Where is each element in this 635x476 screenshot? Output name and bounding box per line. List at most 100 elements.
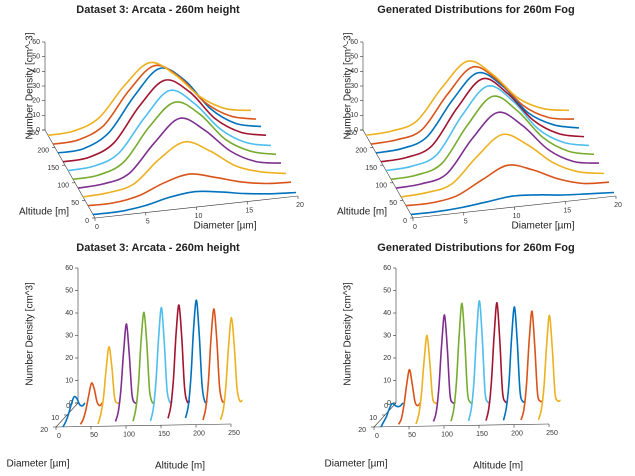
x-tick-label: 15 — [563, 207, 571, 214]
distribution-curve — [62, 79, 267, 163]
chart-title: Dataset 3: Arcata - 260m height — [76, 4, 240, 16]
y-tick-label: 200 — [355, 147, 367, 154]
y-tick-label: 200 — [193, 430, 205, 437]
y-tick-label: 0 — [85, 218, 89, 225]
x-tick-label: 20 — [614, 202, 622, 209]
z-tick-label: 40 — [383, 310, 391, 317]
distribution-curve — [52, 64, 257, 145]
distribution-curve — [87, 173, 292, 207]
z-tick-label: 0 — [387, 400, 391, 407]
z-tick-label: 30 — [350, 83, 358, 90]
chart-title: Dataset 3: Arcata - 260m height — [76, 242, 240, 254]
x-tick-label: 10 — [369, 415, 377, 422]
z-tick-label: 30 — [32, 83, 40, 90]
y-axis-label: Altitude [m] — [473, 461, 523, 472]
y-tick-label: 100 — [123, 432, 135, 439]
distribution-curve — [485, 301, 509, 421]
distribution-curve — [132, 311, 156, 422]
y-axis-line — [373, 423, 550, 428]
x-tick-label: 15 — [245, 207, 253, 214]
z-axis-label: Number Density [cm^3] — [343, 282, 354, 386]
y-tick-label: 150 — [365, 165, 377, 172]
y-tick-label: 50 — [389, 200, 397, 207]
distribution-curve — [365, 60, 570, 137]
distribution-curve — [405, 164, 610, 207]
y-tick-label: 250 — [546, 430, 558, 437]
distribution-curve — [385, 84, 590, 172]
x-tick-label: 20 — [40, 427, 48, 434]
y-tick-label: 150 — [47, 165, 59, 172]
x-tick-label: 10 — [51, 415, 59, 422]
distribution-curve — [72, 101, 277, 181]
x-tick-label: 0 — [66, 403, 70, 410]
distribution-curve — [397, 368, 422, 425]
z-tick-label: 60 — [350, 39, 358, 46]
z-tick-label: 30 — [65, 332, 73, 339]
z-tick-label: 20 — [65, 355, 73, 362]
y-tick-label: 100 — [57, 183, 69, 190]
distribution-curve — [77, 117, 282, 189]
distribution-curve — [82, 140, 287, 198]
y-tick-label: 250 — [345, 130, 357, 137]
distribution-curve — [415, 334, 439, 425]
distribution-curve — [537, 314, 561, 420]
y-tick-label: 50 — [90, 432, 98, 439]
distribution-curve — [432, 314, 456, 422]
distribution-curve — [62, 395, 86, 428]
subplot: Generated Distributions for 260m Fog0102… — [325, 242, 575, 472]
distribution-curve — [380, 402, 404, 428]
distribution-curve — [400, 133, 605, 198]
z-tick-label: 20 — [350, 98, 358, 105]
z-tick-label: 50 — [350, 54, 358, 61]
z-tick-label: 50 — [32, 54, 40, 61]
y-tick-label: 0 — [375, 433, 379, 440]
chart-title: Generated Distributions for 260m Fog — [377, 4, 574, 16]
x-tick-label: 0 — [95, 224, 99, 231]
z-tick-label: 10 — [350, 112, 358, 119]
y-axis-line — [44, 129, 96, 219]
y-axis-line — [55, 423, 232, 428]
x-tick-label: 10 — [513, 213, 521, 220]
subplot: Dataset 3: Arcata - 260m height 0 5 10 15 20 0… — [19, 4, 304, 232]
y-tick-label: 200 — [511, 430, 523, 437]
z-axis-label: Number Density [cm^-3] — [25, 32, 36, 139]
distribution-curve — [67, 89, 272, 172]
x-axis-label: Diameter [µm] — [325, 459, 388, 470]
z-axis-label: Number Density [cm^3] — [25, 282, 36, 386]
y-axis-line — [362, 129, 414, 219]
y-tick-label: 50 — [408, 432, 416, 439]
x-tick-label: 5 — [464, 218, 468, 225]
y-tick-label: 100 — [375, 183, 387, 190]
z-tick-label: 20 — [32, 98, 40, 105]
y-tick-label: 150 — [476, 431, 488, 438]
distribution-curve — [184, 299, 208, 419]
z-tick-label: 10 — [65, 377, 73, 384]
distribution-curve — [202, 308, 226, 421]
y-tick-label: 50 — [71, 200, 79, 207]
distribution-curve — [390, 95, 595, 181]
z-tick-label: 10 — [32, 112, 40, 119]
z-tick-label: 20 — [383, 355, 391, 362]
distribution-curve — [219, 316, 243, 420]
z-tick-label: 10 — [383, 377, 391, 384]
z-tick-label: 40 — [65, 310, 73, 317]
distribution-curve — [114, 323, 138, 422]
distribution-curve — [395, 111, 600, 189]
x-tick-label: 20 — [358, 427, 366, 434]
z-tick-label: 40 — [350, 68, 358, 75]
x-tick-label: 5 — [146, 218, 150, 225]
distribution-curve — [57, 67, 262, 154]
y-tick-label: 100 — [441, 432, 453, 439]
z-tick-label: 50 — [65, 287, 73, 294]
z-tick-label: 50 — [383, 287, 391, 294]
z-tick-label: 30 — [383, 332, 391, 339]
x-axis-label: Diameter [µm] — [7, 459, 70, 470]
distribution-curve — [79, 382, 104, 425]
z-tick-label: 60 — [32, 39, 40, 46]
y-tick-label: 150 — [158, 431, 170, 438]
chart-title: Generated Distributions for 260m Fog — [377, 242, 574, 254]
x-axis-label: Diameter [µm] — [194, 221, 257, 232]
y-tick-label: 0 — [57, 433, 61, 440]
